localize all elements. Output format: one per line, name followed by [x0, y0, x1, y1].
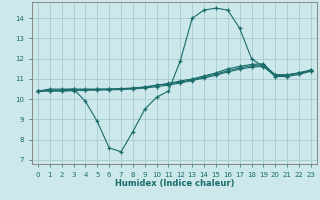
X-axis label: Humidex (Indice chaleur): Humidex (Indice chaleur) — [115, 179, 234, 188]
